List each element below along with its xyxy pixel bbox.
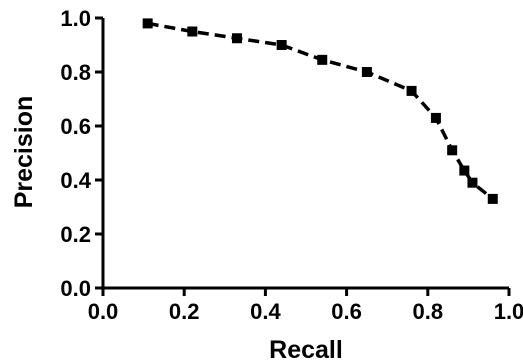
series [142,18,498,204]
data-point [430,112,441,123]
x-tick-label: 0.6 [331,299,362,324]
x-tick-label: 0.2 [169,299,200,324]
x-tick-label: 0.0 [88,299,119,324]
data-point [447,145,458,156]
data-point [317,54,328,65]
y-tick-label: 0.4 [60,168,91,193]
x-tick-label: 0.8 [413,299,444,324]
data-point [406,85,417,96]
x-ticks: 0.0 0.2 0.4 0.6 0.8 1.0 [88,288,523,324]
data-point [487,193,498,204]
data-point [187,26,198,37]
y-tick-label: 0.0 [60,276,91,301]
y-tick-label: 0.2 [60,222,91,247]
data-point [361,67,372,77]
y-tick-label: 0.8 [60,60,91,85]
x-tick-label: 0.4 [250,299,281,324]
x-tick-label: 1.0 [494,299,523,324]
axes [101,18,509,290]
series-line [147,21,494,201]
y-axis-title: Precision [10,96,38,209]
data-point [231,33,242,44]
data-point [276,40,287,50]
y-tick-label: 0.6 [60,114,91,139]
data-point [467,177,478,188]
y-tick-label: 1.0 [60,6,91,31]
data-point [142,18,153,29]
y-ticks: 0.0 0.2 0.4 0.6 0.8 1.0 [60,6,103,301]
x-axis-title: Recall [269,336,343,363]
data-point [459,165,470,176]
